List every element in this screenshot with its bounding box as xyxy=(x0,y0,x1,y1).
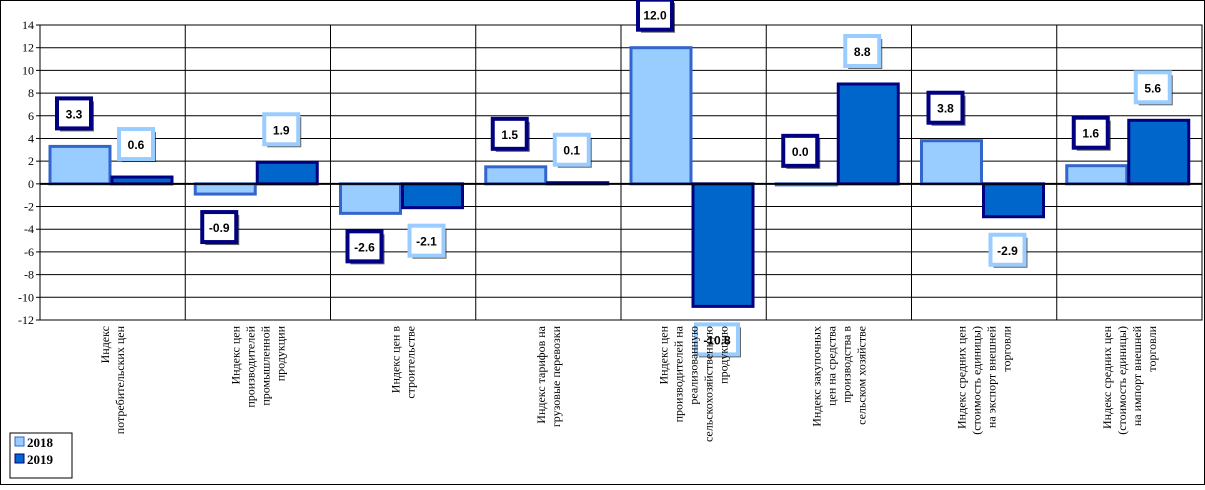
x-tick-label: Индекс закупочныхцен на средствапроизвод… xyxy=(809,325,868,426)
x-tick-label: Индекс тарифов нагрузовые перевозки xyxy=(534,325,563,427)
value-label-box xyxy=(55,96,93,131)
bar xyxy=(920,139,983,186)
x-tick-label: Индекс средних цен(стоимость единицы)на … xyxy=(955,325,1014,434)
y-tick-label: 14 xyxy=(22,18,34,32)
value-label-box xyxy=(552,132,591,167)
value-label: 0.1 xyxy=(563,144,580,158)
value-label: 1.6 xyxy=(1082,127,1099,141)
y-tick-label: 0 xyxy=(28,177,34,191)
x-tick-label: Индекс ценпроизводителей нареализованную… xyxy=(657,325,731,442)
value-label-box xyxy=(636,0,674,32)
bar xyxy=(691,182,755,308)
value-label-box xyxy=(694,322,740,357)
value-label: -2.1 xyxy=(416,235,437,249)
value-label-box xyxy=(1133,70,1172,105)
bar xyxy=(484,165,548,186)
legend-swatch xyxy=(14,453,25,464)
value-label: 5.6 xyxy=(1144,81,1161,95)
y-tick-label: 2 xyxy=(28,154,34,168)
value-label-box xyxy=(407,223,446,258)
bar xyxy=(836,82,900,186)
y-tick-label: 8 xyxy=(28,86,34,100)
value-label: 8.8 xyxy=(854,45,871,59)
value-label-box xyxy=(262,112,301,147)
y-tick-label: -2 xyxy=(24,200,34,214)
value-label-box xyxy=(1071,115,1110,150)
y-tick-label: 10 xyxy=(22,63,34,77)
value-label: 0.6 xyxy=(128,138,145,152)
y-tick-label: -12 xyxy=(18,313,34,327)
value-label: -2.6 xyxy=(354,240,375,254)
value-label: -10.8 xyxy=(703,333,731,347)
value-label-box xyxy=(117,127,155,162)
value-label-box xyxy=(926,90,965,125)
bar xyxy=(982,182,1045,219)
x-tick-label: Индекс цен встроительстве xyxy=(389,326,418,399)
x-tick-label: Индекс средних цен(стоимость единицы)на … xyxy=(1100,325,1159,434)
legend-label: 2018 xyxy=(27,435,54,450)
y-tick-label: 12 xyxy=(22,41,34,55)
value-label-box xyxy=(490,116,529,151)
x-tick-label: Индекс ценпроизводителейпромышленнойпрод… xyxy=(228,325,287,407)
value-label: 3.8 xyxy=(937,102,954,116)
x-tick-label: Индекспотребительских цен xyxy=(98,325,127,434)
value-label: 0.0 xyxy=(792,145,809,159)
y-tick-label: 6 xyxy=(28,109,34,123)
y-tick-label: -6 xyxy=(24,245,34,259)
bar xyxy=(193,182,257,196)
value-label: 12.0 xyxy=(643,9,667,23)
y-tick-label: -10 xyxy=(18,290,34,304)
legend-swatch xyxy=(14,436,25,447)
value-label-box xyxy=(781,133,820,168)
y-tick-label: -4 xyxy=(24,222,34,236)
bar xyxy=(629,46,693,186)
value-label: 1.9 xyxy=(273,123,290,137)
value-label-box xyxy=(345,229,384,264)
value-label-box xyxy=(200,210,239,245)
legend-label: 2019 xyxy=(27,452,54,467)
bar xyxy=(48,144,112,186)
bar xyxy=(255,160,319,186)
value-label-box xyxy=(843,34,882,68)
bar xyxy=(1127,118,1191,186)
value-label: -0.9 xyxy=(209,221,230,235)
bar xyxy=(110,175,174,186)
bar xyxy=(339,182,402,215)
y-tick-label: -8 xyxy=(24,268,34,282)
bar xyxy=(1065,164,1129,186)
value-label: -2.9 xyxy=(997,244,1018,258)
value-label-box xyxy=(988,232,1027,267)
y-tick-label: 4 xyxy=(28,131,34,145)
bar xyxy=(401,182,464,210)
value-label: 3.3 xyxy=(66,107,83,121)
value-label: 1.5 xyxy=(501,128,518,142)
